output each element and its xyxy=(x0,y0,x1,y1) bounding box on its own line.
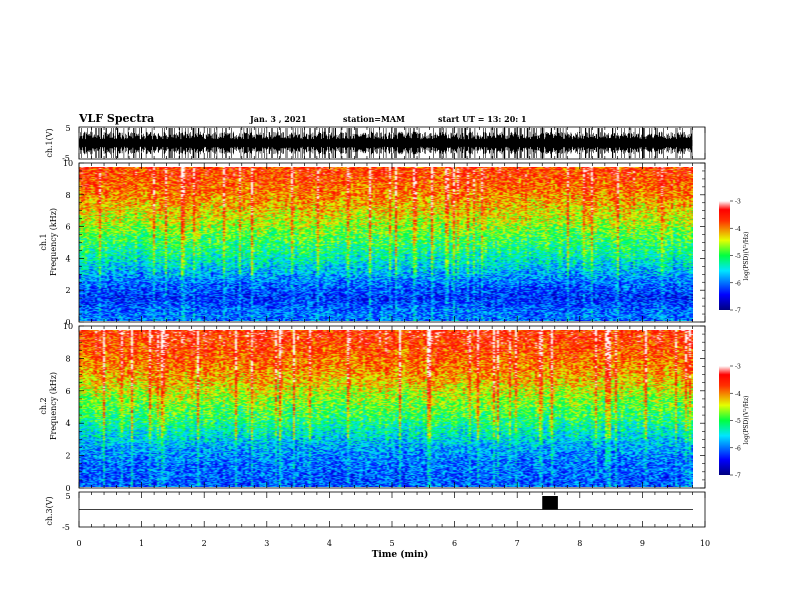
ch1-waveform-trace xyxy=(79,128,693,158)
time-tick-label: 8 xyxy=(577,539,582,548)
time-tick-label: 10 xyxy=(700,539,710,548)
ch3-waveform-trace xyxy=(79,496,693,510)
time-tick-label: 9 xyxy=(640,539,645,548)
time-tick-label: 4 xyxy=(327,539,332,548)
time-axis-ticks xyxy=(78,127,706,527)
ch2-spectrogram-ylabel-line1: ch.2 xyxy=(39,397,48,414)
date-label: Jan. 3 , 2021 xyxy=(250,114,307,124)
ch1-spectrogram-ylabel-line2: Frequency (kHz) xyxy=(49,208,58,276)
colorbar-tick-label: -5 xyxy=(735,418,741,425)
freq-tick-label: 10 xyxy=(63,159,73,168)
time-tick-label: 3 xyxy=(264,539,269,548)
freq-tick-label: 4 xyxy=(65,419,70,428)
ch1-colorbar: -3 -4 -5 -6 -7 log(PSD)(V2/Hz) xyxy=(719,199,750,315)
ch1-ytick-5: 5 xyxy=(65,124,70,133)
ch1-waveform-panel: 5 -5 ch.1(V) xyxy=(45,124,706,163)
time-tick-label: 2 xyxy=(202,539,207,548)
ch3-ytick-neg5: -5 xyxy=(62,523,70,532)
freq-tick-label: 0 xyxy=(65,318,70,327)
colorbar-tick-label: -7 xyxy=(735,473,741,480)
time-tick-label: 7 xyxy=(515,539,520,548)
freq-tick-label: 4 xyxy=(65,254,70,263)
colorbar-tick-label: -3 xyxy=(735,364,741,371)
ch1-colorbar-label: log(PSD)(V2/Hz) xyxy=(742,232,750,281)
time-tick-label: 6 xyxy=(452,539,457,548)
ch3-pulse xyxy=(542,496,558,510)
ch3-waveform-panel: 5 -5 ch.3(V) xyxy=(45,491,706,532)
colorbar-tick-label: -6 xyxy=(735,445,741,452)
ch1-waveform-ylabel: ch.1(V) xyxy=(45,128,54,157)
colorbar-tick-label: -3 xyxy=(735,199,741,206)
freq-tick-label: 10 xyxy=(63,322,73,331)
freq-tick-label: 8 xyxy=(65,354,70,363)
colorbar-tick-label: -4 xyxy=(735,226,741,233)
time-axis-tick-labels: 0 1 2 3 4 5 6 7 8 9 10 xyxy=(76,539,710,548)
time-tick-label: 5 xyxy=(389,539,394,548)
ch2-spectrogram-ylabel-line2: Frequency (kHz) xyxy=(49,372,58,440)
ch1-spectrogram-panel: 0 2 4 6 8 10 ch.1 Frequency (kHz) -3 -4 -5 -6 -7 … xyxy=(39,159,750,327)
freq-tick-label: 2 xyxy=(65,286,70,295)
freq-tick-label: 0 xyxy=(65,484,70,493)
time-tick-label: 0 xyxy=(76,539,81,548)
chart-title: VLF Spectra xyxy=(79,112,155,125)
ch2-colorbar: -3 -4 -5 -6 -7 log(PSD)(V2/Hz) xyxy=(719,364,750,480)
colorbar-tick-label: -5 xyxy=(735,253,741,260)
freq-tick-label: 2 xyxy=(65,452,70,461)
start-time-label: start UT = 13: 20: 1 xyxy=(438,114,527,124)
ch1-ytick-neg5: -5 xyxy=(62,154,70,163)
colorbar-tick-label: -7 xyxy=(735,308,741,315)
station-label: station=MAM xyxy=(343,114,405,124)
ch2-spectrogram-image xyxy=(79,330,693,487)
ch1-waveform-band xyxy=(79,140,693,146)
freq-tick-label: 6 xyxy=(65,223,70,232)
time-axis-label: Time (min) xyxy=(372,549,429,560)
freq-tick-label: 8 xyxy=(65,191,70,200)
ch2-spectrogram-panel: 0 2 4 6 8 10 ch.2 Frequency (kHz) -3 -4 -5 -6 -7 … xyxy=(39,322,750,493)
freq-tick-label: 6 xyxy=(65,387,70,396)
time-tick-label: 1 xyxy=(139,539,144,548)
colorbar-tick-label: -4 xyxy=(735,391,741,398)
ch3-ytick-5: 5 xyxy=(65,492,70,501)
ch1-spectrogram-ylabel-line1: ch.1 xyxy=(39,233,48,250)
colorbar-tick-label: -6 xyxy=(735,280,741,287)
ch3-waveform-ylabel: ch.3(V) xyxy=(45,496,54,525)
ch1-spectrogram-image xyxy=(79,167,693,321)
ch2-colorbar-label: log(PSD)(V2/Hz) xyxy=(742,396,750,445)
